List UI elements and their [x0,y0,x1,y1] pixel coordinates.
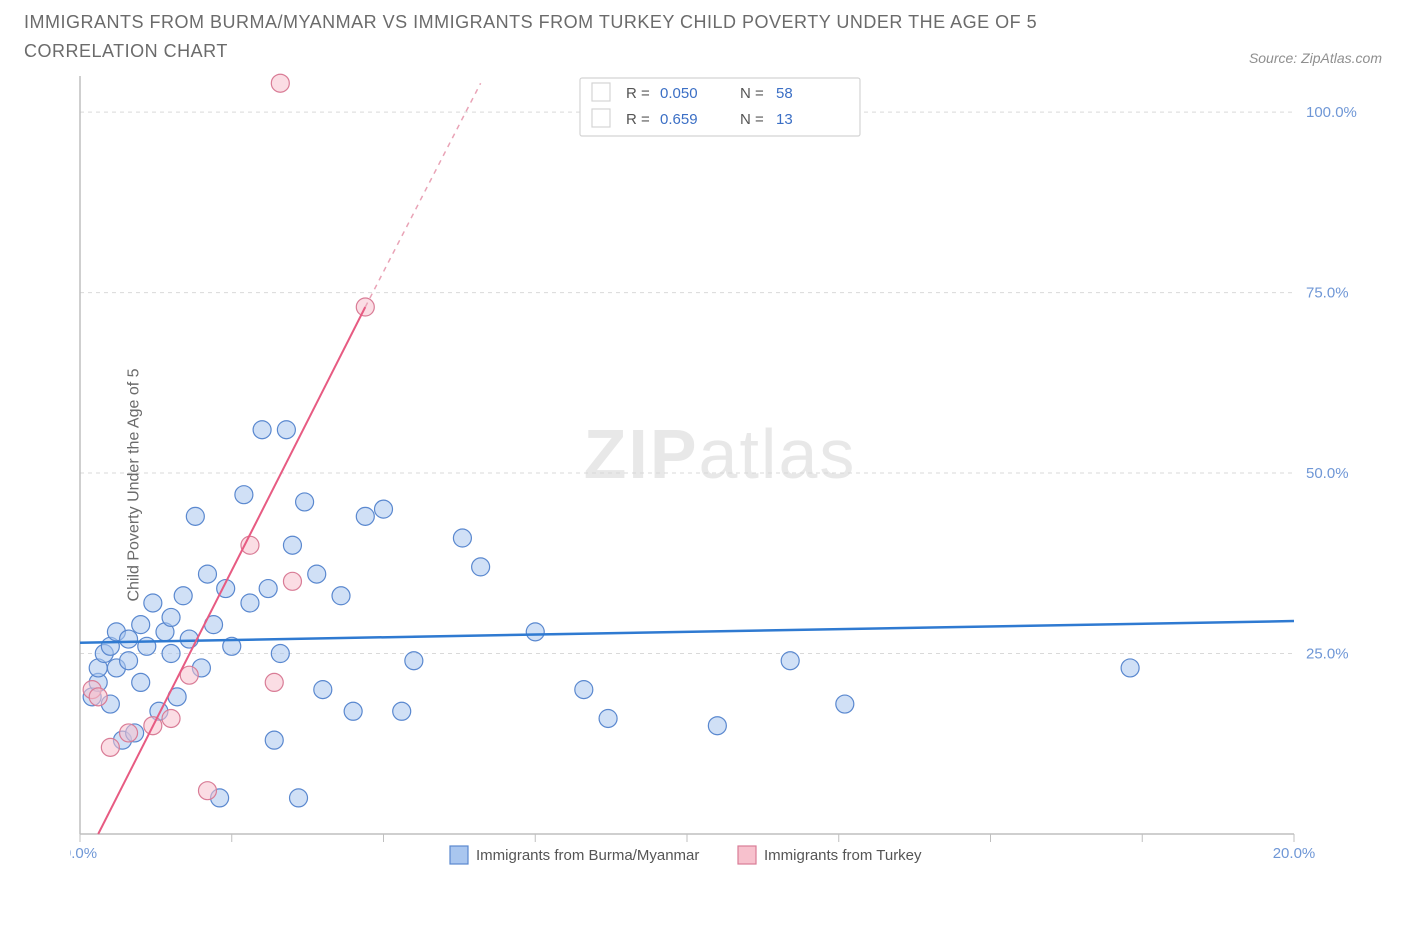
data-point [356,507,374,525]
trend-line-blue [80,621,1294,643]
data-point [198,782,216,800]
svg-text:13: 13 [776,111,793,128]
data-point [472,558,490,576]
data-point [344,702,362,720]
data-point [283,572,301,590]
data-point [290,789,308,807]
data-point [186,507,204,525]
data-point [259,580,277,598]
data-point [1121,659,1139,677]
data-point [283,536,301,554]
data-point [265,673,283,691]
trend-line-pink-extrapolated [365,83,480,307]
y-tick-label: 100.0% [1306,104,1357,121]
data-point [277,421,295,439]
data-point [132,616,150,634]
data-point [271,645,289,663]
svg-text:N =: N = [740,111,764,128]
svg-text:N =: N = [740,85,764,102]
x-tick-label: 0.0% [70,845,97,862]
data-point [453,529,471,547]
legend: Immigrants from Burma/Myanmar Immigrants … [450,846,922,864]
y-tick-label: 75.0% [1306,285,1349,302]
data-point [332,587,350,605]
data-point [314,681,332,699]
scatter-plot: 25.0% 50.0% 75.0% 100.0% 0.0% 20.0% R = 0.050 N … [70,70,1370,870]
data-point [575,681,593,699]
legend-label: Immigrants from Burma/Myanmar [476,847,699,864]
data-point [198,565,216,583]
data-point [836,695,854,713]
data-point [120,724,138,742]
data-point [375,500,393,518]
data-point [162,709,180,727]
data-point [120,630,138,648]
chart-title: IMMIGRANTS FROM BURMA/MYANMAR VS IMMIGRA… [24,8,1124,66]
data-point [599,709,617,727]
stats-box: R = 0.050 N = 58 R = 0.659 N = 13 [580,78,860,136]
data-point [89,688,107,706]
chart-container: Child Poverty Under the Age of 5 25.0%50… [24,70,1382,900]
data-point [235,486,253,504]
svg-text:0.050: 0.050 [660,85,698,102]
data-point [162,608,180,626]
legend-label: Immigrants from Turkey [764,847,922,864]
data-point [271,74,289,92]
data-point [393,702,411,720]
x-tick-label: 20.0% [1273,845,1316,862]
svg-text:58: 58 [776,85,793,102]
data-point [101,738,119,756]
data-point [174,587,192,605]
data-point [253,421,271,439]
data-point [405,652,423,670]
data-point [296,493,314,511]
data-point [144,594,162,612]
data-point [781,652,799,670]
y-tick-label: 50.0% [1306,465,1349,482]
data-point [132,673,150,691]
data-point [138,637,156,655]
data-point [308,565,326,583]
data-point [265,731,283,749]
data-point [162,645,180,663]
data-point [241,594,259,612]
data-point [180,630,198,648]
source-label: Source: ZipAtlas.com [1249,50,1382,66]
y-tick-label: 25.0% [1306,646,1349,663]
svg-text:0.659: 0.659 [660,111,698,128]
svg-text:R =: R = [626,85,650,102]
data-point [120,652,138,670]
svg-text:R =: R = [626,111,650,128]
data-point [526,623,544,641]
data-point [708,717,726,735]
